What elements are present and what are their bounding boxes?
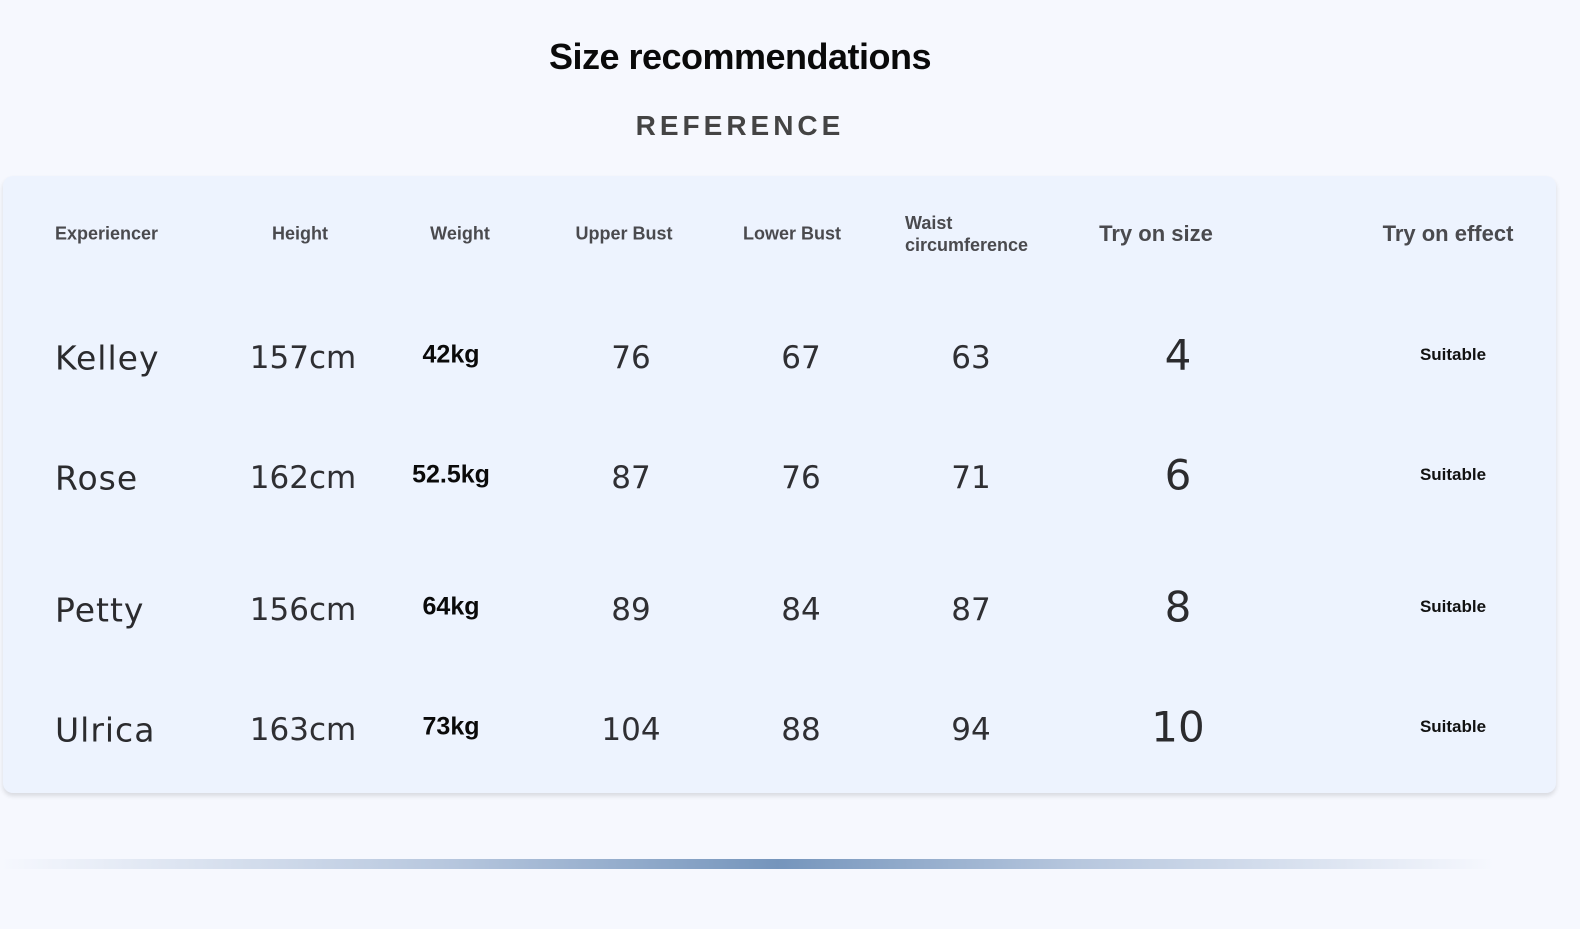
column-header: Waist circumference	[905, 213, 1029, 255]
table-cell: 162cm	[249, 460, 357, 496]
table-cell: 6	[1164, 450, 1192, 500]
decorative-divider	[0, 859, 1495, 869]
table-cell: 104	[601, 712, 661, 748]
table-cell: 156cm	[249, 592, 357, 628]
table-cell: Suitable	[1419, 345, 1487, 364]
column-header: Height	[272, 223, 328, 244]
table-cell: 88	[781, 712, 821, 748]
table-cell: 76	[611, 340, 651, 376]
column-header: Try on effect	[1382, 221, 1514, 246]
table-cell: 4	[1164, 330, 1192, 380]
table-cell: 63	[951, 340, 991, 376]
table-cell: 94	[951, 712, 991, 748]
table-cell: 67	[781, 340, 821, 376]
table-cell: Suitable	[1419, 717, 1487, 736]
table-cell: Suitable	[1419, 465, 1487, 484]
table-cell: Ulrica	[55, 710, 156, 750]
table-cell: 10	[1151, 702, 1205, 752]
table-cell: 64kg	[422, 592, 480, 621]
page-subtitle: REFERENCE	[635, 110, 845, 141]
table-cell: 42kg	[422, 340, 480, 369]
column-header: Try on size	[1099, 221, 1213, 246]
column-header: Lower Bust	[742, 223, 842, 244]
column-header: Upper Bust	[575, 223, 673, 244]
table-cell: 89	[611, 592, 651, 628]
column-header: Experiencer	[55, 223, 159, 244]
table-cell: 8	[1164, 582, 1192, 632]
table-cell: Suitable	[1419, 597, 1487, 616]
table-cell: Petty	[55, 590, 145, 630]
table-cell: 73kg	[422, 712, 480, 741]
table-cell: 87	[951, 592, 991, 628]
table-cell: 163cm	[249, 712, 357, 748]
table-cell: 52.5kg	[412, 460, 490, 489]
table-cell: 87	[611, 460, 651, 496]
page-title: Size recommendations	[548, 36, 932, 77]
size-table: Experiencer Height Weight Upper Bust Lower B…	[3, 176, 1556, 793]
table-cell: 84	[781, 592, 821, 628]
column-header: Weight	[430, 223, 490, 244]
table-cell: 71	[951, 460, 991, 496]
table-cell: Kelley	[55, 338, 160, 378]
table-cell: Rose	[55, 458, 139, 498]
table-cell: 76	[781, 460, 821, 496]
table-cell: 157cm	[249, 340, 357, 376]
